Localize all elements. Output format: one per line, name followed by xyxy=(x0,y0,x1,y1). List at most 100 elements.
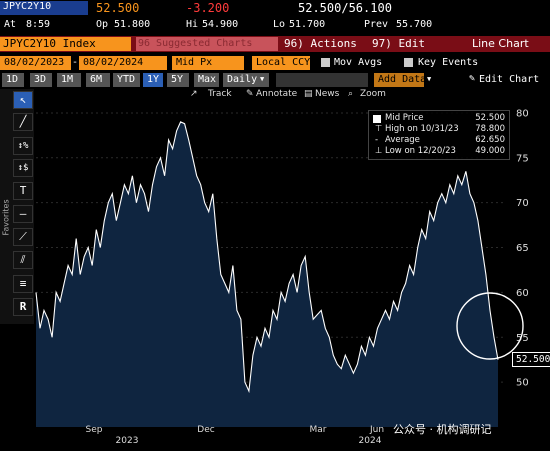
period-max[interactable]: Max xyxy=(194,73,219,87)
ticker-box[interactable] xyxy=(0,1,88,15)
chart-legend: Mid Price 52.500 ⊤ High on 10/31/23 78.8… xyxy=(368,110,510,160)
toolbar-icons xyxy=(276,73,368,87)
high-value: 54.900 xyxy=(202,19,239,30)
security-field[interactable]: JPYC2Y10 Index xyxy=(0,37,131,51)
mov-avgs-checkbox[interactable] xyxy=(321,58,330,67)
frequency-arrow-icon: ▼ xyxy=(260,75,265,83)
add-data-button[interactable]: Add Data xyxy=(374,73,426,87)
favorites-label: Favorites xyxy=(1,199,11,236)
key-events-label: Key Events xyxy=(418,57,479,68)
high-label: Hi xyxy=(186,19,199,30)
x-tick-label: Mar xyxy=(310,425,327,435)
end-date-field[interactable]: 08/02/2024 xyxy=(79,56,167,70)
news-button[interactable]: News xyxy=(315,89,340,99)
add-data-arrow-icon: ▼ xyxy=(427,75,432,83)
start-date-field[interactable]: 08/02/2023 xyxy=(0,56,71,70)
currency-select[interactable]: Local CCY xyxy=(252,56,310,70)
track-icon: ↗ xyxy=(190,89,198,99)
legend-avg-label: Average xyxy=(385,135,420,145)
price-line xyxy=(35,121,499,394)
period-1y[interactable]: 1Y xyxy=(143,73,163,87)
pen-icon[interactable]: ╱ xyxy=(13,113,33,131)
last-price-tag: 52.500 xyxy=(512,352,550,367)
period-ytd[interactable]: YTD xyxy=(113,73,140,87)
hline-icon[interactable]: — xyxy=(13,205,33,223)
trend-icon[interactable]: ⟋ xyxy=(13,228,33,246)
legend-low-value: 49.000 xyxy=(475,146,505,156)
text-icon[interactable]: T xyxy=(13,182,33,200)
legend-low-label: Low on 12/20/23 xyxy=(385,146,456,156)
fib-icon[interactable]: ≡ xyxy=(13,275,33,293)
watermark: 公众号 · 机构调研记 xyxy=(393,423,492,436)
edit-chart-icon: ✎ xyxy=(469,73,476,84)
y-tick-label: 65 xyxy=(516,243,529,254)
low-label: Lo xyxy=(273,19,286,30)
legend-swatch xyxy=(373,115,381,123)
track-button[interactable]: Track xyxy=(208,89,232,99)
open-label: Op xyxy=(96,19,109,30)
y-tick-label: 60 xyxy=(516,288,529,299)
legend-avg-value: 62.650 xyxy=(475,135,505,145)
legend-high-icon: ⊤ xyxy=(375,124,383,134)
security-bar: JPYC2Y10 Index 96 Suggested Charts 96) A… xyxy=(0,36,550,52)
r-icon[interactable]: R xyxy=(13,298,33,316)
period-3d[interactable]: 3D xyxy=(30,73,52,87)
date-separator: - xyxy=(72,57,79,68)
period-1m[interactable]: 1M xyxy=(57,73,81,87)
last-price: 52.500 xyxy=(96,1,140,15)
price-chart[interactable]: 50 55 60 65 70 75 80 Sep Dec Mar Jun 2023 2024 xyxy=(0,89,550,451)
legend-avg-icon: - xyxy=(375,135,379,145)
drawing-sidebar: Favorites ↖ ╱ ↕% ↕$ T — ⟋ ⫽ ≡ R xyxy=(0,89,34,324)
percent-icon[interactable]: ↕% xyxy=(13,137,33,155)
period-6m[interactable]: 6M xyxy=(86,73,110,87)
actions-menu[interactable]: 96) Actions xyxy=(284,37,357,50)
net-change: -3.200 xyxy=(186,1,230,15)
x-tick-label: Dec xyxy=(197,425,214,435)
channel-icon[interactable]: ⫽ xyxy=(13,251,33,269)
x-tick-label: Jun xyxy=(369,425,384,435)
frequency-select[interactable]: Daily xyxy=(223,73,269,87)
legend-high-value: 78.800 xyxy=(475,124,505,134)
y-tick-label: 75 xyxy=(516,153,529,164)
y-tick-label: 70 xyxy=(516,198,529,209)
open-value: 51.800 xyxy=(114,19,151,30)
controls-bar: 08/02/2023 - 08/02/2024 Mid Px Local CCY… xyxy=(0,55,550,71)
prev-label: Prev xyxy=(364,19,389,30)
period-bar: 1D 3D 1M 6M YTD 1Y 5Y Max Daily ▼ Add Da… xyxy=(0,72,550,88)
zoom-button[interactable]: Zoom xyxy=(360,89,386,99)
chart-type-label: Line Chart xyxy=(472,37,529,50)
x-year-label: 2024 xyxy=(359,436,382,446)
highlight-circle xyxy=(456,292,524,360)
low-value: 51.700 xyxy=(289,19,326,30)
news-icon: ▤ xyxy=(304,89,313,99)
dollar-icon[interactable]: ↕$ xyxy=(13,159,33,177)
annotate-icon: ✎ xyxy=(246,89,254,99)
x-tick-label: Sep xyxy=(86,425,103,435)
ticker-symbol: JPYC2Y10 xyxy=(3,1,52,12)
mov-avgs-label: Mov Avgs xyxy=(334,57,383,68)
time-value: 8:59 xyxy=(26,19,51,30)
y-tick-label: 55 xyxy=(516,333,529,344)
legend-series-name: Mid Price xyxy=(385,113,424,123)
period-1d[interactable]: 1D xyxy=(2,73,24,87)
quote-header: JPYC2Y10 52.500 -3.200 52.500/56.100 xyxy=(0,0,550,16)
y-tick-label: 80 xyxy=(516,108,529,119)
period-5y[interactable]: 5Y xyxy=(167,73,189,87)
price-field-select[interactable]: Mid Px xyxy=(172,56,244,70)
cursor-icon[interactable]: ↖ xyxy=(13,91,33,109)
legend-series-value: 52.500 xyxy=(475,113,505,123)
legend-high-label: High on 10/31/23 xyxy=(385,124,459,134)
suggested-charts-button[interactable]: 96 Suggested Charts xyxy=(136,37,278,51)
x-year-label: 2023 xyxy=(116,436,139,446)
legend-low-icon: ⊥ xyxy=(375,146,383,156)
prev-value: 55.700 xyxy=(396,19,433,30)
key-events-checkbox[interactable] xyxy=(404,58,413,67)
zoom-icon: ⌕ xyxy=(348,89,354,99)
price-area xyxy=(36,121,498,428)
annotate-button[interactable]: Annotate xyxy=(256,89,298,99)
quote-stats: At 8:59 Op 51.800 Hi 54.900 Lo 51.700 Pr… xyxy=(0,16,550,34)
bid-ask: 52.500/56.100 xyxy=(298,1,392,15)
edit-chart-button[interactable]: Edit Chart xyxy=(479,74,540,85)
time-label: At xyxy=(4,19,17,30)
edit-menu[interactable]: 97) Edit xyxy=(372,37,425,50)
